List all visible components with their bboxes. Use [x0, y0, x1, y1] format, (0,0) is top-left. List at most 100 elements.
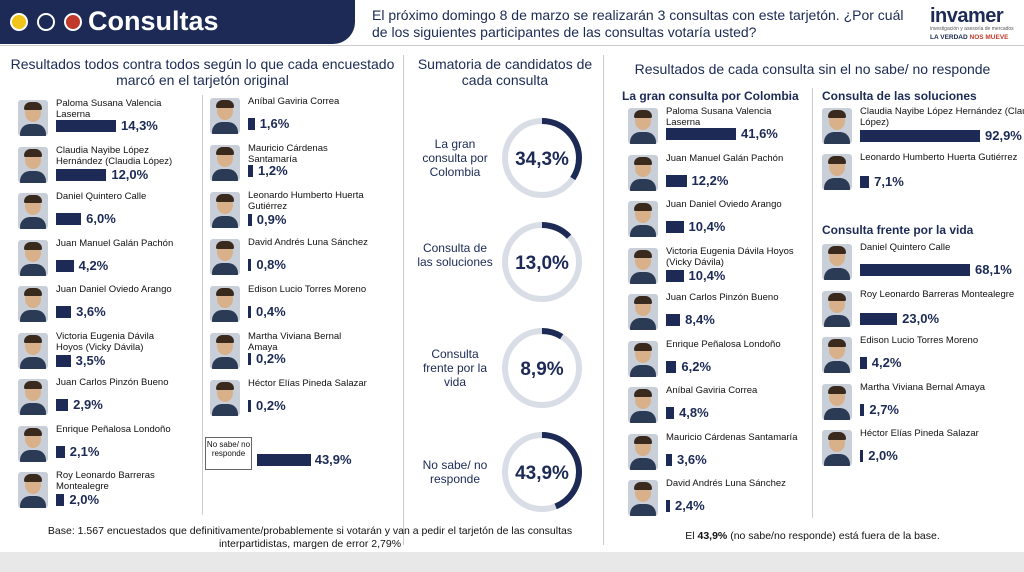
value-label: 7,1% [874, 174, 904, 189]
candidate-name: Edison Lucio Torres Moreno [248, 284, 367, 295]
logo-name: invamer [930, 5, 1004, 27]
candidate-name: Juan Carlos Pinzón Bueno [56, 377, 169, 388]
bar [666, 360, 677, 373]
candidate-photo [210, 239, 240, 275]
candidate-name: Paloma Susana Valencia Laserna [666, 106, 772, 128]
bar [56, 259, 74, 272]
candidate-photo [628, 480, 658, 516]
value-label: 2,9% [73, 397, 103, 412]
invamer-logo: invamer investigación y asesoría de merc… [930, 5, 1020, 43]
hair-shape [24, 288, 42, 296]
candidate-photo [628, 340, 658, 377]
hair-shape [634, 156, 652, 165]
body-shape [630, 411, 656, 423]
candidate-name: Juan Manuel Galán Pachón [666, 152, 784, 164]
candidate-name: Victoria Eugenia Dávila Hoyos (Vicky Dáv… [666, 245, 794, 268]
bar [666, 269, 684, 282]
candidate-photo [18, 425, 48, 462]
body-shape [630, 504, 656, 516]
bar [860, 450, 864, 462]
bar [248, 259, 252, 271]
right-section-title: Resultados de cada consulta sin el no sa… [634, 61, 991, 77]
page-title: Consultas [88, 6, 219, 36]
value-label: 12,2% [691, 172, 729, 188]
candidate-mauricio-cardenas-santamaria: Mauricio Cárdenas Santamaría 3,6% [628, 432, 798, 476]
candidate-martha-viviana-bernal-amaya: Martha Viviana Bernal Amaya 2,7% [822, 382, 1024, 426]
body-shape [212, 310, 238, 322]
candidate-name: Juan Manuel Galán Pachón [56, 237, 174, 249]
donut-la-gran-consulta-por-colombia: 34,3% [502, 118, 582, 198]
left-section-title: Resultados todos contra todos según lo q… [10, 56, 395, 88]
candidate-daniel-quintero-calle: Daniel Quintero Calle 68,1% [822, 242, 1024, 286]
value-label: 1,6% [259, 116, 290, 131]
candidate-photo [210, 145, 240, 181]
body-shape [212, 216, 238, 228]
candidate-photo [628, 294, 658, 330]
body-shape [212, 169, 238, 181]
candidate-name: Héctor Elías Pineda Salazar [248, 378, 367, 389]
value-label: 2,7% [869, 401, 899, 417]
title-bar: Consultas [0, 0, 355, 44]
bar [56, 213, 82, 225]
bar [248, 400, 251, 412]
candidate-photo [18, 146, 48, 183]
candidate-name: Claudia Nayibe López Hernández (Claudia … [860, 106, 1024, 128]
candidate-photo [628, 201, 658, 237]
hair-shape [24, 148, 42, 157]
candidate-juan-daniel-oviedo-arango: Juan Daniel Oviedo Arango 3,6% [18, 284, 178, 328]
value-label: 14,3% [121, 118, 158, 133]
candidate-name: Aníbal Gaviria Correa [666, 385, 758, 396]
body-shape [212, 357, 238, 369]
hair-shape [24, 102, 42, 110]
candidate-name: Juan Carlos Pinzón Bueno [666, 292, 779, 303]
candidate-photo [822, 430, 852, 466]
candidate-photo [18, 193, 48, 229]
body-shape [20, 403, 46, 415]
bar [860, 403, 865, 416]
right-column-divider [812, 88, 813, 518]
candidate-edison-lucio-torres-moreno: Edison Lucio Torres Moreno 0,4% [210, 284, 370, 328]
candidate-roy-leonardo-barreras-montealegre: Roy Leonardo Barreras Montealegre 23,0% [822, 289, 1024, 333]
candidate-photo [210, 286, 240, 322]
candidate-david-andres-luna-sanchez: David Andrés Luna Sánchez 2,4% [628, 478, 798, 522]
candidate-anibal-gaviria-correa: Aníbal Gaviria Correa 4,8% [628, 385, 798, 429]
bar [860, 264, 970, 276]
bar [248, 165, 254, 177]
hair-shape [24, 195, 42, 203]
value-label: 2,1% [69, 443, 100, 459]
candidate-photo [210, 192, 240, 228]
candidate-photo [628, 387, 658, 423]
value-label: 1,2% [258, 163, 288, 178]
donut-arc [502, 118, 582, 198]
hair-shape [828, 246, 846, 254]
no-sabe-bar [257, 454, 311, 466]
candidate-photo [210, 333, 240, 369]
bar [860, 357, 867, 369]
candidate-photo [822, 383, 852, 420]
logo-tag-b: NOS MUEVE [969, 34, 1009, 41]
candidate-name: David Andrés Luna Sánchez [666, 478, 786, 489]
candidate-photo [822, 337, 852, 373]
candidate-photo [18, 472, 48, 508]
candidate-name: Héctor Elías Pineda Salazar [860, 428, 979, 439]
hair-shape [634, 296, 652, 304]
donut-arc [502, 328, 582, 408]
hair-shape [216, 382, 234, 390]
candidate-victoria-eugenia-davila-hoyos-vicky-davila: Victoria Eugenia Dávila Hoyos (Vicky Dáv… [18, 331, 178, 375]
bar [56, 445, 65, 458]
donut-value: 8,9% [520, 359, 563, 380]
candidate-photo [628, 247, 658, 284]
bar [248, 214, 252, 226]
right-footnote-c: (no sabe/no responde) está fuera de la b… [727, 530, 940, 542]
candidate-victoria-eugenia-davila-hoyos-vicky-davila: Victoria Eugenia Dávila Hoyos (Vicky Dáv… [628, 246, 798, 290]
bar [248, 118, 255, 130]
candidate-name: Martha Viviana Bernal Amaya [248, 331, 342, 353]
donut-value: 13,0% [515, 253, 569, 274]
yellow-dot-icon [10, 13, 28, 31]
value-label: 10,4% [688, 267, 726, 283]
donut-value: 43,9% [515, 463, 569, 484]
candidate-leonardo-humberto-huerta-gutierrez: Leonardo Humberto Huerta Gutiérrez 0,9% [210, 190, 370, 234]
candidate-juan-daniel-oviedo-arango: Juan Daniel Oviedo Arango 10,4% [628, 199, 798, 243]
body-shape [630, 457, 656, 470]
body-shape [212, 122, 238, 134]
